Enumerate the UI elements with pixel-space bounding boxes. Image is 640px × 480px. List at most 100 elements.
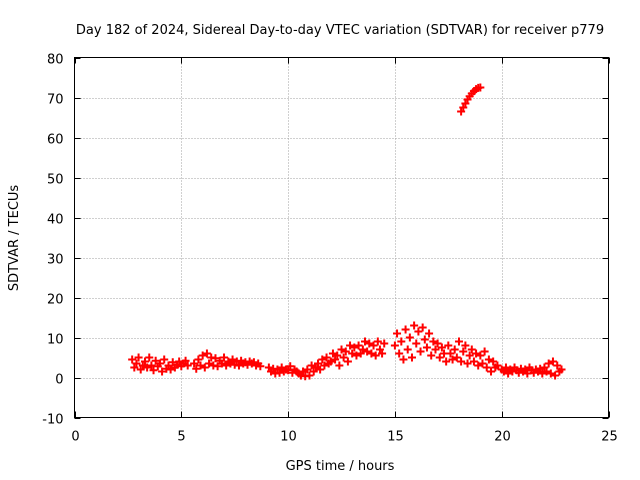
data-point [365, 339, 374, 348]
data-point [538, 369, 547, 378]
chart-title: Day 182 of 2024, Sidereal Day-to-day VTE… [76, 23, 604, 38]
data-point [196, 361, 205, 370]
y-tick-label: 10 [47, 333, 64, 348]
y-tick-label: 30 [47, 253, 64, 268]
data-point [427, 351, 436, 360]
data-point [476, 351, 485, 360]
data-point [341, 347, 350, 356]
data-point [461, 341, 470, 350]
data-point [328, 349, 337, 358]
data-point [480, 347, 489, 356]
data-point [393, 329, 402, 338]
x-tick-label: 0 [71, 430, 79, 445]
data-point [395, 349, 404, 358]
data-point [192, 364, 201, 373]
data-point [433, 339, 442, 348]
data-point [448, 355, 457, 364]
data-point [420, 335, 429, 344]
data-point [482, 363, 491, 372]
y-tick-label: 50 [47, 173, 64, 188]
data-point [217, 359, 226, 368]
data-point [463, 359, 472, 368]
data-point [220, 353, 229, 362]
data-points [128, 83, 566, 381]
data-point [132, 359, 141, 368]
data-point [429, 337, 438, 346]
data-point [551, 371, 560, 380]
data-point [333, 351, 342, 360]
data-point [437, 343, 446, 352]
data-point [454, 337, 463, 346]
data-point [202, 349, 211, 358]
data-point [431, 345, 440, 354]
data-point [314, 359, 323, 368]
data-point [318, 355, 327, 364]
data-point [158, 367, 167, 376]
data-point [320, 361, 329, 370]
data-point [371, 351, 380, 360]
data-point [474, 361, 483, 370]
data-point [553, 361, 562, 370]
data-point [414, 327, 423, 336]
data-point [286, 362, 295, 371]
data-point [546, 369, 555, 378]
data-point [412, 339, 421, 348]
data-point [343, 357, 352, 366]
data-point [476, 83, 485, 92]
axis-ticks: 0 5 10 15 20 25 -10 0 10 20 30 40 50 60 70 80 [42, 53, 618, 445]
data-point [489, 357, 498, 366]
y-tick-label: 20 [47, 293, 64, 308]
data-point [403, 345, 412, 354]
data-point [256, 362, 265, 371]
data-point [378, 349, 387, 358]
data-point [183, 361, 192, 370]
data-point [166, 365, 175, 374]
data-point [478, 359, 487, 368]
data-point [322, 353, 331, 362]
data-point [151, 356, 160, 365]
data-point [326, 357, 335, 366]
data-point [143, 363, 152, 372]
data-point [399, 355, 408, 364]
data-point [275, 368, 284, 377]
data-point [450, 345, 459, 354]
data-point [337, 345, 346, 354]
data-point [416, 347, 425, 356]
data-point [373, 337, 382, 346]
data-point [410, 321, 419, 330]
data-point [190, 359, 199, 368]
data-point [452, 353, 461, 362]
data-point [363, 347, 372, 356]
data-point [134, 353, 143, 362]
data-point [211, 354, 220, 363]
y-tick-label: 60 [47, 133, 64, 148]
data-point [369, 341, 378, 350]
y-tick-label: -10 [42, 413, 63, 428]
data-point [145, 353, 154, 362]
data-point [501, 363, 510, 372]
y-axis-title: SDTVAR / TECUs [7, 185, 22, 292]
data-point [380, 339, 389, 348]
data-point [367, 349, 376, 358]
data-point [469, 357, 478, 366]
data-point [354, 341, 363, 350]
x-tick-label: 20 [494, 430, 511, 445]
data-point [442, 357, 451, 366]
data-point [493, 361, 502, 370]
y-tick-label: 40 [47, 213, 64, 228]
data-point [303, 365, 312, 374]
data-point [149, 366, 158, 375]
data-point [339, 353, 348, 362]
data-point [360, 337, 369, 346]
data-point [487, 367, 496, 376]
data-point [465, 351, 474, 360]
x-tick-label: 25 [601, 430, 618, 445]
data-point [352, 351, 361, 360]
data-point [348, 349, 357, 358]
data-point [181, 356, 190, 365]
data-point [405, 333, 414, 342]
data-point [542, 367, 551, 376]
data-point [390, 341, 399, 350]
x-axis-title: GPS time / hours [286, 459, 395, 474]
data-point [305, 371, 314, 380]
